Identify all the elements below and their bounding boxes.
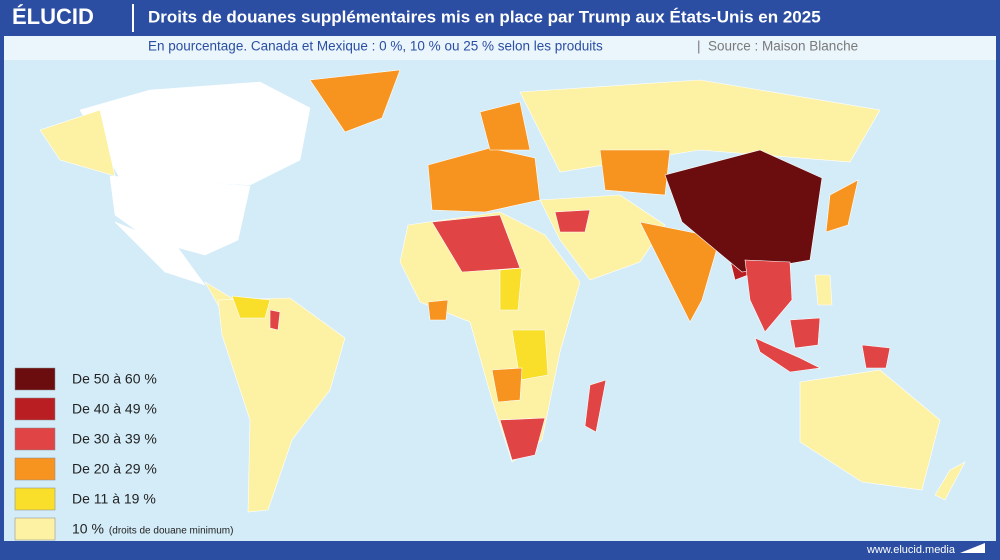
logo: ÉLUCID xyxy=(12,4,94,29)
syria-iraq xyxy=(554,209,591,233)
legend-label: De 30 à 39 % xyxy=(72,431,157,447)
congo xyxy=(511,329,549,381)
south-africa xyxy=(499,417,546,461)
new-zealand xyxy=(934,461,966,501)
legend: De 50 à 60 % De 40 à 49 % De 30 à 39 % De 2… xyxy=(14,367,234,541)
russia xyxy=(519,79,881,173)
legend-swatch xyxy=(14,397,56,421)
indonesia xyxy=(754,337,822,373)
scandinavia xyxy=(479,101,531,151)
legend-label: 10 % xyxy=(72,521,104,537)
philippines xyxy=(814,274,833,306)
borneo xyxy=(789,317,821,349)
legend-label: De 50 à 60 % xyxy=(72,371,157,387)
venezuela xyxy=(231,295,271,319)
source: Source : Maison Blanche xyxy=(708,39,858,54)
legend-swatch xyxy=(14,457,56,481)
australia xyxy=(799,369,941,491)
japan xyxy=(825,179,859,233)
subtitle: En pourcentage. Canada et Mexique : 0 %,… xyxy=(148,39,603,54)
south-america xyxy=(217,297,346,513)
title: Droits de douanes supplémentaires mis en… xyxy=(148,7,821,26)
guyana xyxy=(269,309,281,331)
kazakhstan xyxy=(599,149,671,196)
legend-note: (droits de douane minimum) xyxy=(109,526,234,537)
papua xyxy=(861,344,891,369)
chad xyxy=(499,267,523,311)
subtitle-band xyxy=(4,36,996,60)
legend-label: De 11 à 19 % xyxy=(72,491,156,507)
map xyxy=(39,69,966,513)
ivory-coast xyxy=(427,299,449,321)
angola xyxy=(491,367,523,403)
greenland xyxy=(309,69,401,133)
legend-swatch xyxy=(14,367,56,391)
china xyxy=(664,149,823,273)
footer-logo xyxy=(960,543,985,553)
footer-url: www.elucid.media xyxy=(866,544,956,556)
legend-swatch xyxy=(14,487,56,511)
legend-swatch xyxy=(14,427,56,451)
legend-swatch xyxy=(14,517,56,541)
legend-label: De 20 à 29 % xyxy=(72,461,157,477)
alaska xyxy=(39,109,116,177)
separator: | xyxy=(697,39,701,54)
southeast-asia xyxy=(744,259,793,333)
mexico xyxy=(114,221,206,286)
legend-label: De 40 à 49 % xyxy=(72,401,157,417)
madagascar xyxy=(584,379,607,433)
